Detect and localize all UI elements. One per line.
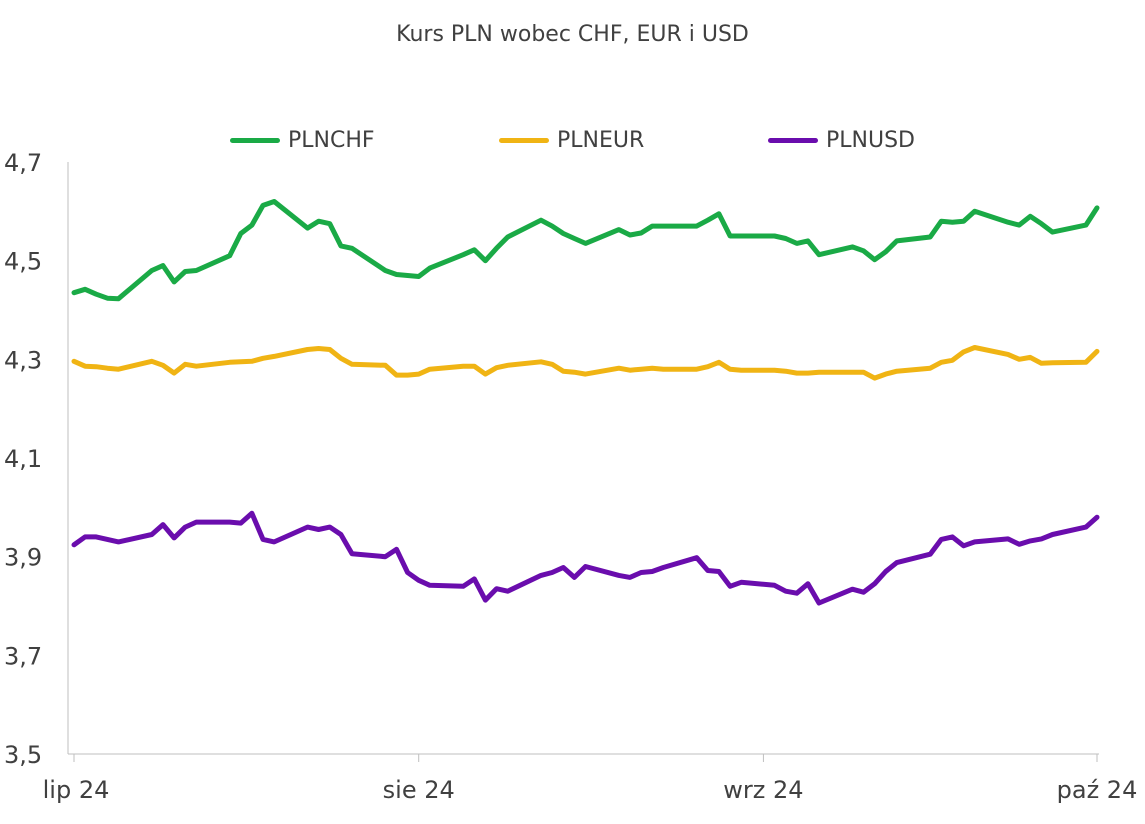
series-line-plnchf [71, 199, 1100, 302]
legend-swatch-plneur [499, 137, 549, 143]
legend-item-plnchf: PLNCHF [230, 122, 375, 158]
y-tick-label: 3,7 [4, 642, 42, 670]
x-tick-label: sie 24 [383, 776, 455, 804]
y-tick-label: 4,3 [4, 346, 42, 374]
chart-title: Kurs PLN wobec CHF, EUR i USD [396, 22, 749, 47]
y-tick-label: 4,1 [4, 445, 42, 473]
legend-label-plnusd: PLNUSD [826, 127, 915, 153]
legend-swatch-plnusd [768, 137, 818, 143]
legend-swatch-plnchf [230, 137, 280, 143]
legend-label-plnchf: PLNCHF [288, 127, 375, 153]
series-line-plnusd [71, 510, 1100, 606]
y-tick-label: 4,5 [4, 248, 42, 276]
x-tick-label: lip 24 [43, 776, 110, 804]
x-tick-label: wrz 24 [723, 776, 803, 804]
legend-item-plnusd: PLNUSD [768, 122, 915, 158]
series-line-plneur [71, 345, 1100, 381]
legend-label-plneur: PLNEUR [557, 127, 645, 153]
x-tick-label: paź 24 [1057, 776, 1138, 804]
legend: PLNCHF PLNEUR PLNUSD [0, 122, 1145, 158]
legend-item-plneur: PLNEUR [499, 122, 644, 158]
y-tick-label: 3,5 [4, 741, 42, 769]
y-tick-label: 4,7 [4, 149, 42, 177]
y-tick-label: 3,9 [4, 544, 42, 572]
